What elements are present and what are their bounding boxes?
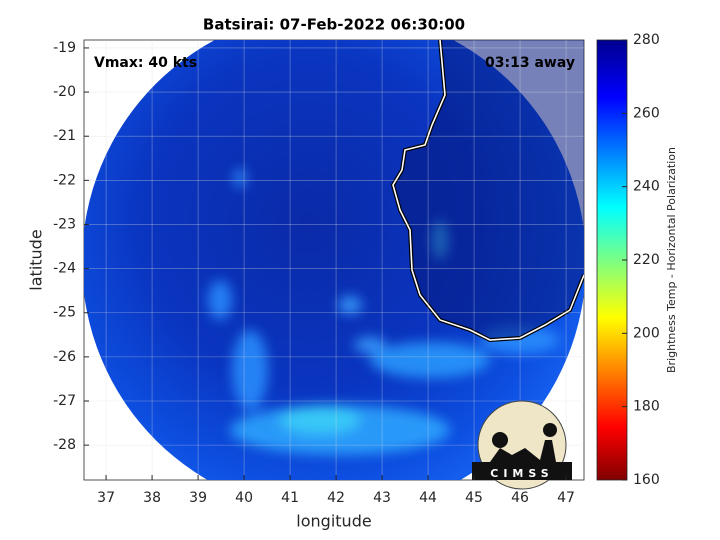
- colorbar-tick-label: 180: [633, 399, 660, 415]
- x-tick-label: 44: [419, 490, 437, 506]
- title: Batsirai: 07-Feb-2022 06:30:00: [203, 16, 465, 34]
- y-tick-label: -26: [53, 349, 76, 365]
- x-tick-label: 46: [511, 490, 529, 506]
- x-tick-label: 47: [557, 490, 575, 506]
- x-tick-label: 41: [281, 490, 299, 506]
- colorbar-tick-label: 200: [633, 325, 660, 341]
- y-tick-label: -23: [53, 216, 76, 232]
- logo-text: CIMSS: [490, 467, 553, 480]
- y-tick-label: -19: [53, 40, 76, 56]
- y-tick-label: -25: [53, 305, 76, 321]
- grid: [84, 40, 584, 480]
- colorbar-tick-label: 240: [633, 179, 660, 195]
- x-tick-label: 42: [327, 490, 345, 506]
- logo: CIMSS: [472, 400, 572, 490]
- annotation-vmax: Vmax: 40 kts: [94, 55, 197, 71]
- colorbar-tick-label: 220: [633, 252, 660, 268]
- y-tick-label: -21: [53, 128, 76, 144]
- x-axis-label: longitude: [296, 512, 371, 531]
- colorbar-label: Brightness Temp - Horizontal Polarizatio…: [665, 147, 678, 373]
- x-tick-label: 39: [189, 490, 207, 506]
- colorbar-tick-label: 280: [633, 32, 660, 48]
- y-tick-label: -24: [53, 261, 76, 277]
- x-tick-label: 38: [143, 490, 161, 506]
- y-tick-label: -28: [53, 437, 76, 453]
- satellite-image: [84, 40, 584, 480]
- colorbar-tick-label: 160: [633, 472, 660, 488]
- x-tick-label: 43: [373, 490, 391, 506]
- colorbar-tick-label: 260: [633, 105, 660, 121]
- annotation-away: 03:13 away: [485, 55, 575, 71]
- x-tick-label: 45: [465, 490, 483, 506]
- y-axis-label: latitude: [27, 229, 46, 290]
- x-tick-label: 37: [97, 490, 115, 506]
- y-tick-label: -27: [53, 393, 76, 409]
- y-tick-label: -20: [53, 84, 76, 100]
- x-tick-label: 40: [235, 490, 253, 506]
- y-tick-label: -22: [53, 172, 76, 188]
